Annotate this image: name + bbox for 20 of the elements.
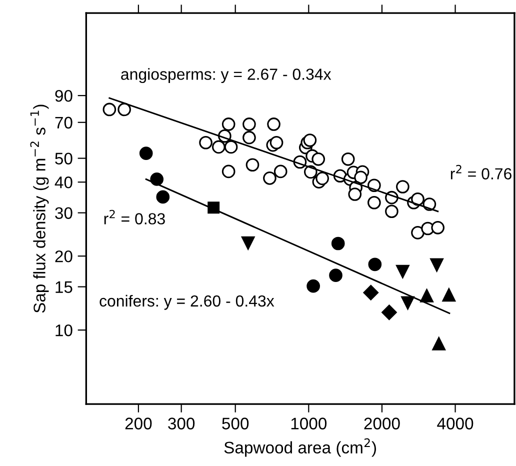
- y-tick-label: 30: [55, 207, 72, 220]
- y-tick-label: 10: [56, 324, 72, 336]
- annotation: r$^{2}$ = 0.76: [450, 164, 512, 180]
- y-tick-label: 40: [54, 176, 72, 188]
- y-tick-label: 70: [55, 116, 72, 129]
- y-tick-label: 50: [55, 152, 72, 164]
- x-axis-title: Sapwood area (cm$^{2}$): [224, 438, 376, 457]
- y-tick-label: 15: [56, 281, 72, 293]
- x-tick-label: 1000: [291, 418, 327, 430]
- annotation: r$^{2}$ = 0.83: [104, 210, 165, 224]
- y-axis-title: Sap flux density (g m$^{−2}$ s$^{−1}$): [30, 104, 49, 313]
- x-tick-label: 500: [222, 418, 249, 430]
- x-tick-label: 200: [125, 418, 152, 430]
- x-tick-label: 2000: [364, 418, 400, 430]
- x-tick-label: 300: [168, 418, 195, 430]
- y-tick-label: 20: [55, 250, 72, 262]
- y-tick-label: 90: [55, 90, 72, 102]
- x-tick-label: 4000: [437, 418, 474, 430]
- annotation: conifers: y = 2.60 - 0.43x: [100, 294, 274, 310]
- annotation: angiosperms: y = 2.67 - 0.34x: [121, 68, 332, 84]
